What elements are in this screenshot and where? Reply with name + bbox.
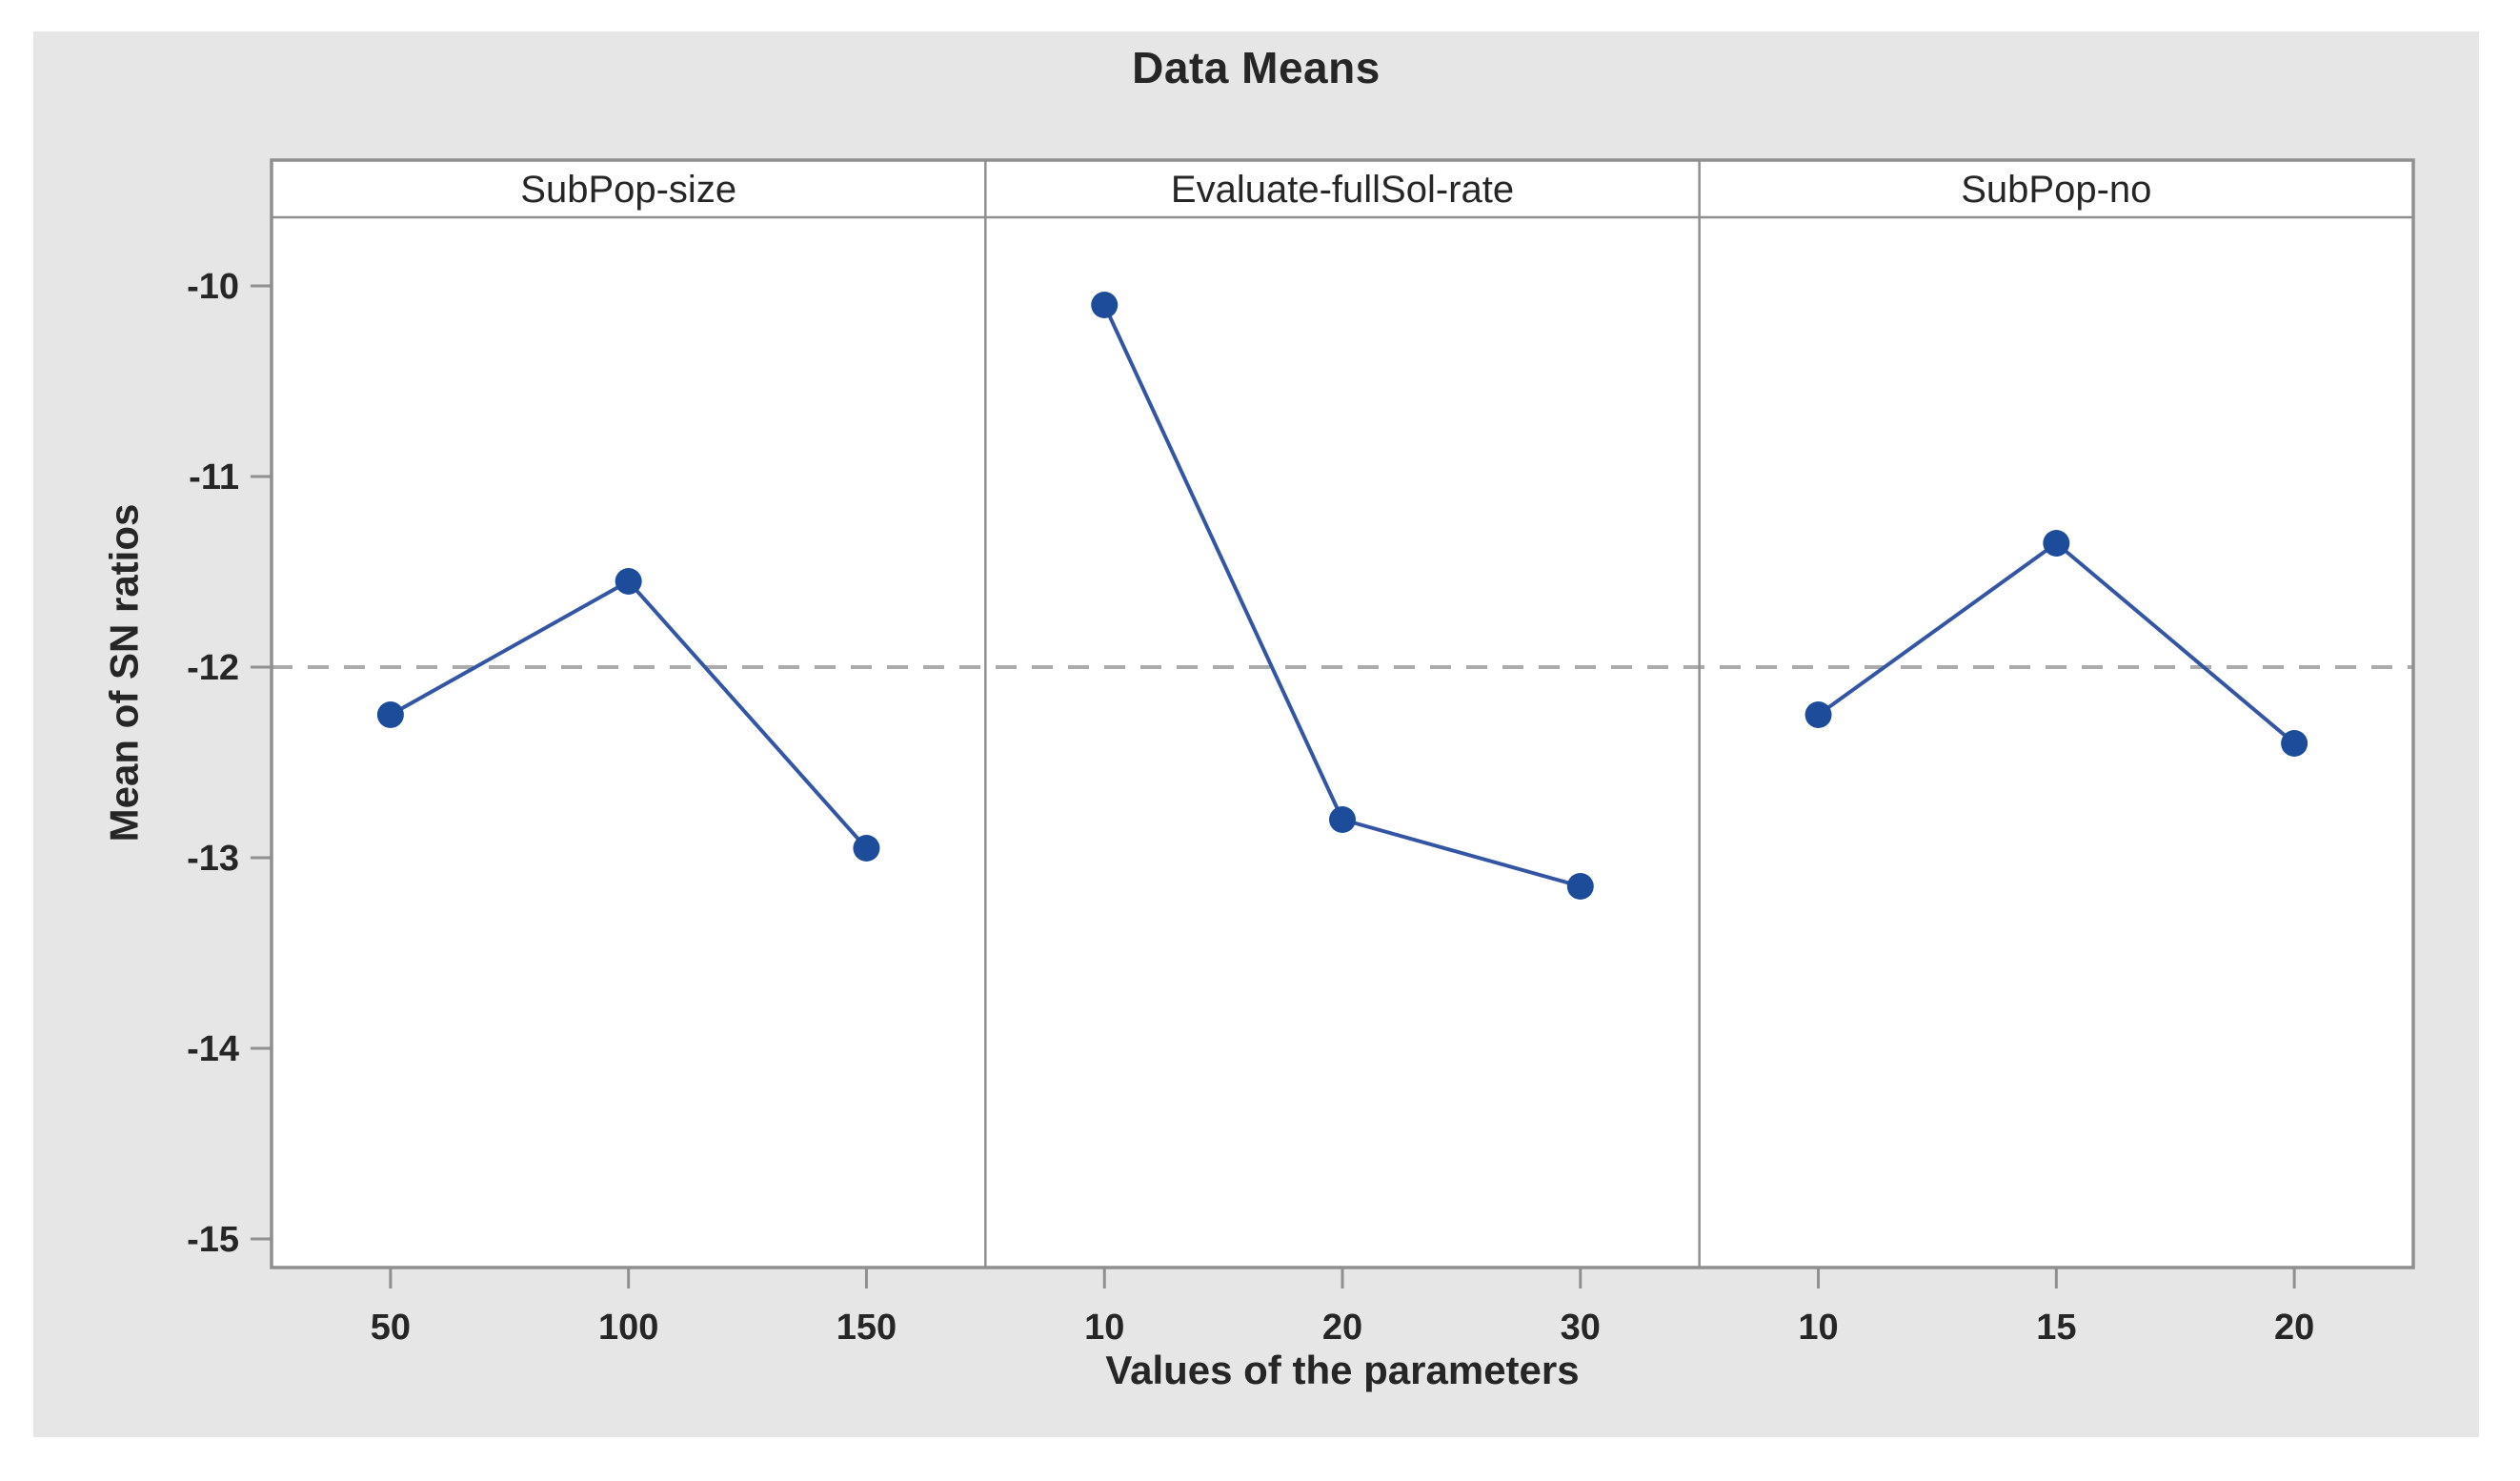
panel-header-label: Evaluate-fullSol-rate — [1171, 169, 1514, 211]
plot-frame — [270, 158, 2415, 1269]
data-point-marker — [2043, 530, 2070, 557]
y-tick-label: -11 — [189, 457, 239, 497]
x-tick-label: 10 — [1084, 1308, 1124, 1348]
x-tick-label: 15 — [2036, 1308, 2076, 1348]
x-tick-label: 10 — [1798, 1308, 1838, 1348]
data-point-marker — [1091, 292, 1119, 318]
data-point-marker — [1804, 701, 1832, 728]
y-tick-label: -15 — [187, 1220, 239, 1260]
x-tick-label: 50 — [371, 1308, 411, 1348]
y-tick-label: -13 — [187, 839, 239, 879]
plot-area — [272, 160, 2413, 1268]
x-tick-label: 100 — [598, 1308, 658, 1348]
y-tick-label: -12 — [187, 648, 239, 688]
y-tick-label: -10 — [187, 267, 239, 307]
data-point-marker — [2281, 730, 2308, 757]
x-axis-title: Values of the parameters — [1105, 1348, 1580, 1392]
panel-header-label: SubPop-size — [520, 169, 736, 211]
data-point-marker — [376, 701, 404, 728]
y-tick-label: -14 — [187, 1029, 239, 1069]
chart-title: Data Means — [1132, 43, 1381, 92]
data-point-marker — [615, 568, 642, 595]
data-point-marker — [1329, 806, 1356, 833]
data-point-marker — [853, 835, 880, 862]
x-tick-label: 20 — [2274, 1308, 2314, 1348]
data-point-marker — [1566, 873, 1594, 900]
panel-header-label: SubPop-no — [1961, 169, 2151, 211]
x-tick-label: 20 — [1322, 1308, 1362, 1348]
x-tick-label: 150 — [837, 1308, 897, 1348]
x-tick-label: 30 — [1561, 1308, 1601, 1348]
